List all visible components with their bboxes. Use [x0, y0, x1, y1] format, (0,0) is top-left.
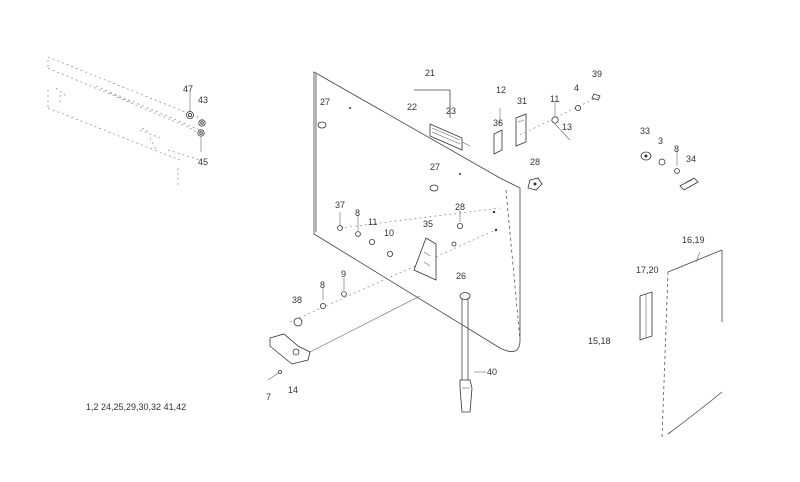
- bolt-47-icon: [186, 92, 194, 119]
- label-16-19: 16,19: [682, 235, 705, 245]
- label-27-top: 27: [320, 97, 330, 107]
- nut-11-icon: [551, 102, 559, 124]
- label-28-right: 28: [530, 157, 540, 167]
- screw-27-top-icon: [317, 107, 351, 129]
- label-8-right: 8: [674, 144, 679, 154]
- label-9: 9: [341, 269, 346, 279]
- frame-rail-assembly: [47, 56, 201, 185]
- nut-10-icon: [386, 250, 393, 257]
- strip-17-20-icon: [639, 291, 653, 341]
- label-10: 10: [384, 228, 394, 238]
- screw-7-icon: [267, 370, 282, 381]
- label-15-18: 15,18: [588, 336, 611, 346]
- main-panel: [313, 71, 521, 352]
- support-rod-40-icon: [459, 292, 486, 413]
- label-kit-note: 1,2 24,25,29,30,32 41,42: [86, 402, 186, 412]
- washer-8-right-icon: [674, 150, 680, 174]
- label-11-mid: 11: [368, 217, 377, 227]
- label-40: 40: [487, 367, 497, 377]
- washer-45-icon: [197, 129, 205, 152]
- hinge-bracket-35-icon: [413, 237, 437, 281]
- bracket-31-icon: [515, 113, 527, 147]
- label-22: 22: [407, 102, 417, 112]
- handle-23-icon: [429, 123, 471, 151]
- washer-8-mid-icon: [355, 215, 361, 237]
- screw-28-mid-icon: [451, 210, 498, 247]
- label-28-mid: 28: [455, 202, 465, 212]
- screw-39-icon: [591, 93, 601, 101]
- label-8-mid: 8: [355, 208, 360, 218]
- label-4: 4: [574, 83, 579, 93]
- leader-21: [414, 89, 451, 118]
- axis-line-mid: [339, 207, 501, 229]
- label-45: 45: [198, 157, 208, 167]
- label-33: 33: [640, 126, 650, 136]
- label-35: 35: [423, 219, 433, 229]
- washer-8-low-icon: [319, 288, 326, 309]
- latch-34-icon: [679, 177, 699, 191]
- nut-11-mid-icon: [368, 238, 375, 245]
- nut-28-right-icon: [527, 177, 543, 191]
- label-34: 34: [686, 154, 696, 164]
- label-8-low: 8: [320, 280, 325, 290]
- label-36: 36: [493, 118, 503, 128]
- label-3: 3: [658, 136, 663, 146]
- label-43: 43: [198, 95, 208, 105]
- label-13: 13: [562, 122, 572, 132]
- label-7: 7: [266, 392, 271, 402]
- label-38: 38: [292, 295, 302, 305]
- washer-9-icon: [341, 278, 347, 297]
- screw-27-mid-icon: [429, 173, 461, 192]
- bracket-36-icon: [493, 129, 503, 155]
- washer-3-icon: [658, 158, 666, 166]
- knob-33-icon: [640, 151, 652, 161]
- label-27-mid: 27: [430, 162, 440, 172]
- label-47: 47: [183, 84, 193, 94]
- label-21: 21: [425, 68, 435, 78]
- hinge-14-icon: [269, 295, 421, 365]
- leader-13: [554, 123, 571, 141]
- label-31: 31: [517, 96, 527, 106]
- knob-38-icon: [293, 317, 303, 327]
- washer-4-icon: [575, 105, 582, 112]
- side-panel-16-19: [661, 249, 723, 439]
- label-37: 37: [335, 200, 345, 210]
- label-39: 39: [592, 69, 602, 79]
- label-17-20: 17,20: [636, 265, 659, 275]
- label-11-top: 11: [550, 94, 559, 104]
- axis-line-low: [289, 227, 501, 323]
- label-23: 23: [446, 106, 456, 116]
- label-12: 12: [496, 85, 506, 95]
- washer-43-icon: [198, 119, 206, 127]
- label-14: 14: [288, 385, 298, 395]
- part-labels: 47 43 45 27 21 22 23 12 31 36 4 39 11 13…: [86, 68, 705, 412]
- label-26: 26: [456, 271, 466, 281]
